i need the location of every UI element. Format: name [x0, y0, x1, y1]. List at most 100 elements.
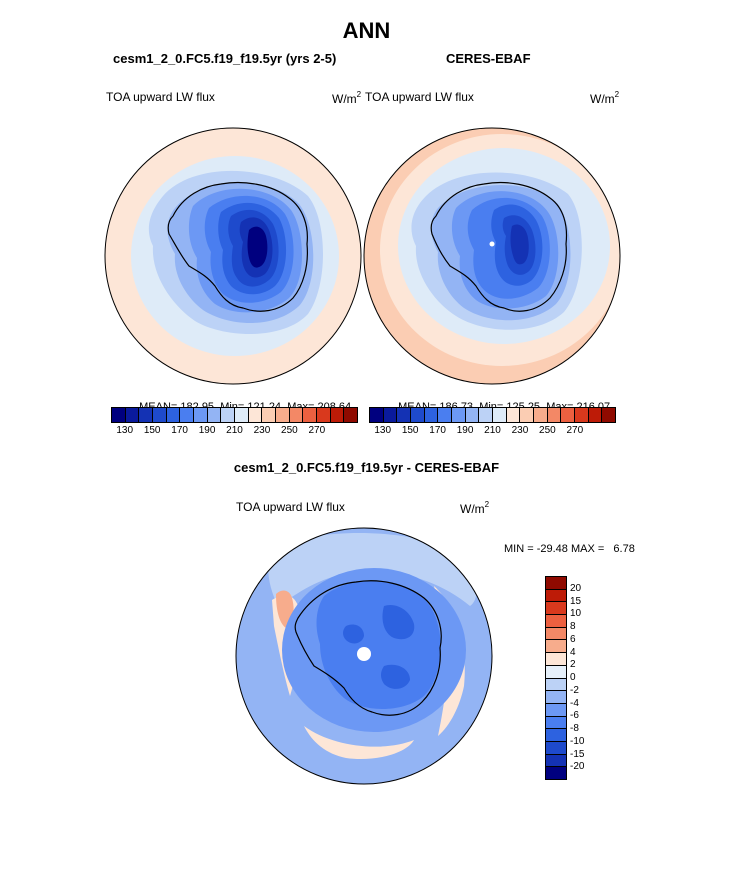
- colorbar-swatch: [344, 408, 358, 422]
- colorbar-swatch: [546, 589, 566, 603]
- panel2-colorbar: [369, 407, 616, 423]
- colorbar-tick-label: 10: [570, 608, 582, 620]
- panel2-pole-mask: [489, 241, 495, 247]
- panel1-colorbar: [111, 407, 358, 423]
- colorbar-swatch: [289, 408, 304, 422]
- colorbar-swatch: [546, 767, 566, 779]
- colorbar-swatch: [276, 408, 290, 422]
- colorbar-tick-label: 190: [198, 425, 216, 436]
- colorbar-tick-label: -4: [570, 697, 579, 709]
- colorbar-tick-label: 130: [116, 425, 134, 436]
- colorbar-swatch: [546, 678, 566, 692]
- colorbar-tick-label: -10: [570, 735, 585, 747]
- colorbar-swatch: [424, 408, 439, 422]
- main-title: ANN: [342, 18, 391, 43]
- colorbar-tick-label: 230: [253, 425, 271, 436]
- panel2-units: W/m2: [590, 90, 620, 106]
- colorbar-tick-label: 150: [401, 425, 419, 436]
- panel1-colorbar-ticks: 130 150 170 190 210 230 250 270: [111, 425, 358, 439]
- panel3-subtitle: cesm1_2_0.FC5.f19_f19.5yr - CERES-EBAF: [233, 460, 500, 475]
- colorbar-tick-label: -8: [570, 723, 579, 734]
- panel2-colorbar-ticks: 130 150 170 190 210 230 250 270: [369, 425, 616, 439]
- colorbar-swatch: [370, 408, 384, 422]
- colorbar-swatch: [479, 408, 494, 422]
- colorbar-tick-label: -6: [570, 710, 579, 722]
- panel1-map-border: [104, 127, 362, 385]
- colorbar-swatch: [546, 729, 566, 742]
- colorbar-swatch: [546, 665, 566, 679]
- colorbar-tick-label: 250: [281, 425, 298, 436]
- panel2-units-base: W/m: [590, 92, 615, 106]
- colorbar-tick-label: 150: [143, 425, 161, 436]
- colorbar-swatch: [166, 408, 181, 422]
- panel3-units-exp: 2: [484, 500, 490, 509]
- panel3-field-deep-3: [381, 664, 410, 689]
- colorbar-swatch: [546, 640, 566, 654]
- colorbar-swatch: [546, 577, 566, 590]
- panel1-polar-map: [104, 127, 362, 385]
- colorbar-swatch: [546, 741, 566, 755]
- colorbar-swatch: [112, 408, 126, 422]
- colorbar-swatch: [411, 408, 425, 422]
- colorbar-swatch: [547, 408, 562, 422]
- colorbar-swatch: [546, 653, 566, 666]
- panel1-variable-label: TOA upward LW flux: [106, 90, 215, 104]
- colorbar-swatch: [493, 408, 507, 422]
- panel2-variable-label: TOA upward LW flux: [365, 90, 474, 104]
- colorbar-tick-label: 170: [171, 425, 188, 436]
- colorbar-tick-label: 4: [570, 646, 576, 658]
- colorbar-swatch: [520, 408, 535, 422]
- panel3-units: W/m2: [460, 500, 490, 516]
- colorbar-tick-label: 130: [374, 425, 392, 436]
- colorbar-tick-label: 190: [456, 425, 474, 436]
- colorbar-swatch: [235, 408, 249, 422]
- colorbar-tick-label: -20: [570, 761, 585, 773]
- colorbar-swatch: [248, 408, 263, 422]
- panel3-pole-mask: [357, 647, 371, 661]
- colorbar-swatch: [180, 408, 195, 422]
- colorbar-swatch: [262, 408, 277, 422]
- panel3-variable-label: TOA upward LW flux: [236, 500, 345, 514]
- colorbar-swatch: [303, 408, 318, 422]
- colorbar-swatch: [125, 408, 140, 422]
- colorbar-swatch: [546, 703, 566, 717]
- colorbar-tick-label: 8: [570, 621, 576, 632]
- panel3-units-base: W/m: [460, 502, 485, 516]
- colorbar-swatch: [506, 408, 521, 422]
- panel3-field-deep-1: [382, 604, 415, 640]
- colorbar-tick-label: 20: [570, 582, 582, 594]
- colorbar-swatch: [546, 615, 566, 628]
- panel3-coastline: [294, 580, 442, 716]
- colorbar-swatch: [452, 408, 466, 422]
- panel3-stats: MIN = -29.48 MAX = 6.78: [504, 543, 635, 555]
- colorbar-swatch: [546, 716, 566, 730]
- panel1-units-exp: 2: [356, 90, 362, 99]
- colorbar-tick-label: 250: [539, 425, 556, 436]
- colorbar-tick-label: 210: [484, 425, 501, 436]
- colorbar-swatch: [561, 408, 576, 422]
- panel2-units-exp: 2: [614, 90, 620, 99]
- colorbar-swatch: [546, 627, 566, 641]
- colorbar-swatch: [465, 408, 480, 422]
- panel3-map-border: [235, 527, 493, 785]
- panel1-subtitle: cesm1_2_0.FC5.f19_f19.5yr (yrs 2-5): [113, 51, 337, 66]
- colorbar-swatch: [153, 408, 167, 422]
- colorbar-tick-label: 2: [570, 659, 576, 671]
- colorbar-tick-label: 210: [226, 425, 243, 436]
- colorbar-swatch: [397, 408, 412, 422]
- panel1-coastline: [167, 181, 308, 312]
- panel2-map-border: [363, 127, 621, 385]
- colorbar-tick-label: 6: [570, 633, 576, 645]
- panel1-units: W/m2: [332, 90, 362, 106]
- colorbar-swatch: [546, 754, 566, 768]
- colorbar-tick-label: -15: [570, 748, 585, 760]
- colorbar-swatch: [330, 408, 345, 422]
- colorbar-swatch: [602, 408, 616, 422]
- panel1-units-base: W/m: [332, 92, 357, 106]
- colorbar-swatch: [207, 408, 222, 422]
- colorbar-swatch: [139, 408, 154, 422]
- colorbar-tick-label: 0: [570, 672, 576, 683]
- colorbar-tick-label: 15: [570, 595, 582, 607]
- colorbar-tick-label: 270: [566, 425, 584, 436]
- colorbar-swatch: [383, 408, 398, 422]
